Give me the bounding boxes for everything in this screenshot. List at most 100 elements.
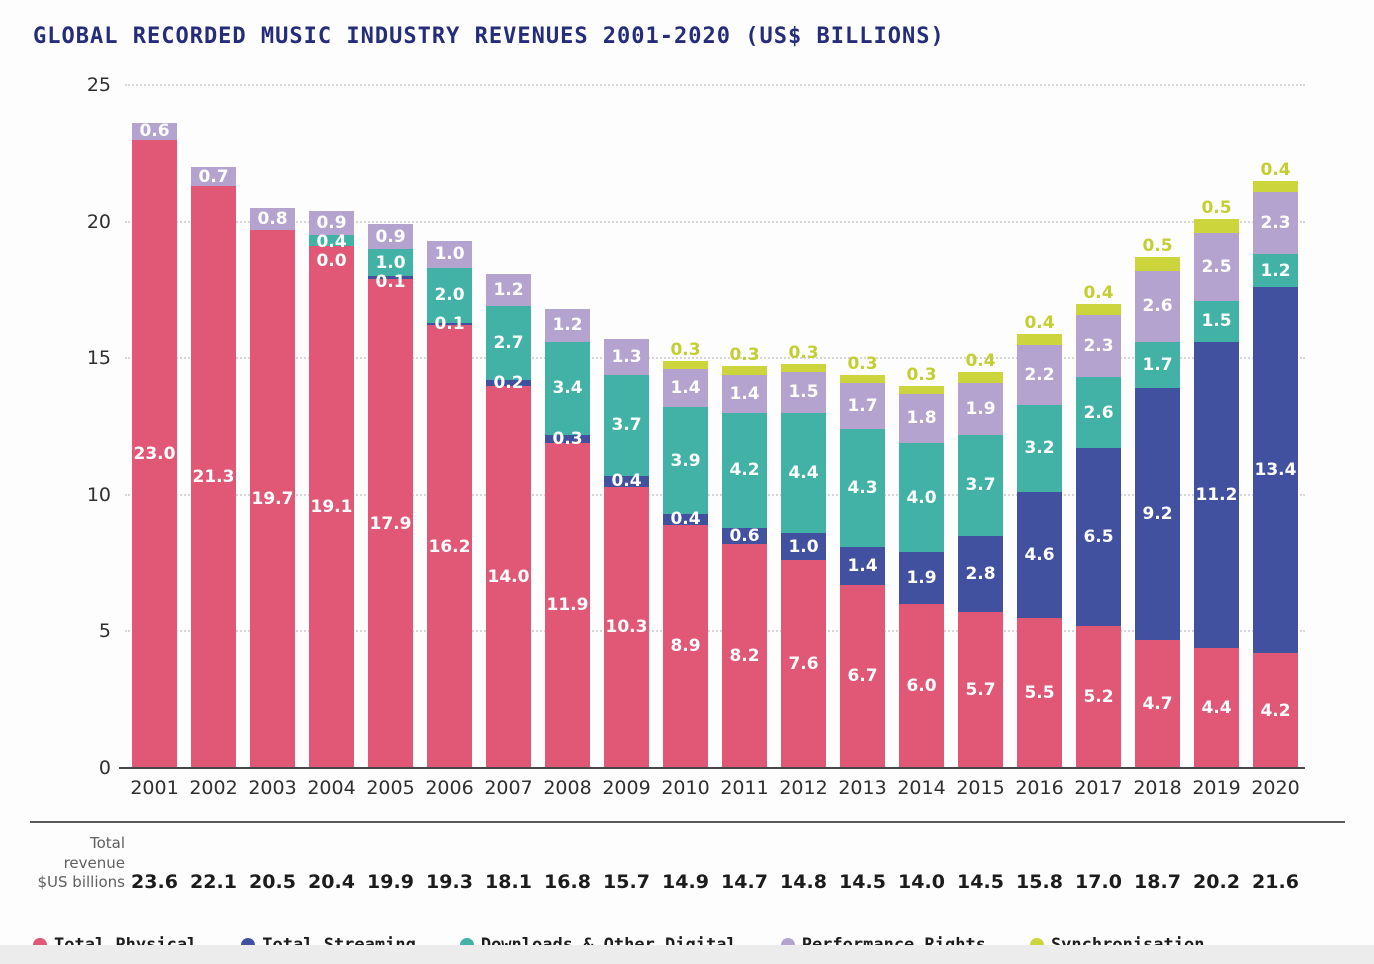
bar-segment <box>427 322 472 326</box>
bar-column: 6.0 1.9 4.0 1.8 0.3 <box>892 85 951 768</box>
bar-column: 6.7 1.4 4.3 1.7 0.3 <box>833 85 892 768</box>
bar-segment <box>1076 625 1121 768</box>
bar-value-label: 0.3 <box>670 339 701 360</box>
gridline <box>125 630 1305 633</box>
bar-column: 11.9 0.3 3.4 1.2 <box>538 85 597 768</box>
y-axis-tick-label: 25 <box>86 74 111 96</box>
bar-segment <box>899 385 944 394</box>
x-axis-year-label: 2008 <box>543 777 592 799</box>
bar-segment <box>958 535 1003 613</box>
y-axis-tick-label: 5 <box>98 620 111 643</box>
bar-segment <box>1194 218 1239 233</box>
total-value-cell: 18.7 <box>1128 831 1187 893</box>
bar: 4.4 11.2 1.5 2.5 0.5 <box>1194 198 1239 768</box>
bar-value-label: 3.4 <box>552 378 583 399</box>
total-value-cell: 23.6 <box>125 831 184 893</box>
bar-value-label: 1.7 <box>1142 355 1173 376</box>
bar-segment <box>840 546 885 585</box>
x-axis-year-label: 2012 <box>779 777 828 799</box>
gridline <box>125 493 1305 496</box>
total-revenue-value: 20.4 <box>308 870 355 893</box>
bar-segment <box>545 341 590 435</box>
bar-segment <box>899 552 944 605</box>
bar-value-label: 0.5 <box>1142 236 1173 257</box>
bar-segment <box>368 276 413 279</box>
bar-value-label: 0.8 <box>257 208 288 229</box>
bar-segment <box>722 412 767 528</box>
x-axis-label-cell: 2011 <box>715 777 774 799</box>
plot-area: 23.0 0.6 21.3 0.7 19.7 0.8 19.1 0.0 0.4 0.9 17.9 0.… <box>125 85 1305 768</box>
bar-value-label: 0.4 <box>1024 312 1055 333</box>
bar-value-label: 1.5 <box>1201 311 1232 332</box>
bar-segment <box>604 486 649 768</box>
x-axis-year-label: 2020 <box>1251 777 1300 799</box>
stacked-bar-chart: 0 5 10 15 20 25 23.0 0.6 21.3 0.7 19.7 0.8 19.1 0.0 0… <box>87 74 1305 779</box>
bar-segment <box>1194 300 1239 342</box>
total-value-cell: 19.9 <box>361 831 420 893</box>
bar: 19.1 0.0 0.4 0.9 <box>309 210 354 768</box>
bar-value-label: 23.0 <box>133 443 176 464</box>
bar-segment <box>781 363 826 372</box>
bar: 6.7 1.4 4.3 1.7 0.3 <box>840 354 885 768</box>
x-axis-label-cell: 2017 <box>1069 777 1128 799</box>
bar-segment <box>250 207 295 230</box>
bar-column: 4.4 11.2 1.5 2.5 0.5 <box>1187 85 1246 768</box>
bar-segment <box>368 278 413 768</box>
bar-segment <box>1017 492 1062 618</box>
bar-value-label: 9.2 <box>1142 503 1173 524</box>
total-value-cell: 20.5 <box>243 831 302 893</box>
bar-value-label: 2.8 <box>965 564 996 585</box>
total-value-cell: 14.8 <box>774 831 833 893</box>
x-axis-year-label: 2013 <box>838 777 887 799</box>
bar: 8.2 0.6 4.2 1.4 0.3 <box>722 345 767 768</box>
bar-segment <box>427 268 472 323</box>
bar-column: 17.9 0.1 1.0 0.9 <box>361 85 420 768</box>
bar-segment <box>1253 191 1298 255</box>
bar-value-label: 0.4 <box>1083 282 1114 303</box>
bar-value-label: 0.9 <box>316 212 347 233</box>
x-axis-year-label: 2015 <box>956 777 1005 799</box>
bar-value-label: 4.4 <box>1201 697 1232 718</box>
x-axis-year-label: 2017 <box>1074 777 1123 799</box>
total-value-cell: 15.8 <box>1010 831 1069 893</box>
bar-value-label: 0.3 <box>847 353 878 374</box>
x-axis-year-label: 2016 <box>1015 777 1064 799</box>
bar-segment <box>250 229 295 768</box>
bar-value-label: 1.4 <box>729 383 760 404</box>
y-axis-tick-label: 0 <box>98 757 111 779</box>
bar-value-label: 7.6 <box>788 654 819 675</box>
bar-segment <box>1135 388 1180 640</box>
bar-segment <box>899 393 944 443</box>
total-value-cell: 22.1 <box>184 831 243 893</box>
bar-segment <box>604 475 649 487</box>
bar-value-label: 4.2 <box>1260 700 1291 721</box>
bar-segment <box>840 429 885 547</box>
x-axis-label-cell: 2013 <box>833 777 892 799</box>
bar-segment <box>840 584 885 768</box>
bar-value-label: 6.0 <box>906 676 937 697</box>
bar-segment <box>545 434 590 443</box>
bar-segment <box>663 369 708 408</box>
total-revenue-value: 23.6 <box>131 870 178 893</box>
total-value-cell: 16.8 <box>538 831 597 893</box>
bar-segment <box>486 380 531 386</box>
y-axis-tick-label: 10 <box>86 483 111 506</box>
x-axis-label-cell: 2015 <box>951 777 1010 799</box>
bar-value-label: 19.1 <box>310 497 353 518</box>
bar-value-label: 10.3 <box>605 617 648 638</box>
bar-segment <box>722 543 767 768</box>
total-revenue-value: 15.8 <box>1016 870 1063 893</box>
bar-segment <box>958 434 1003 536</box>
bar-segment <box>1194 232 1239 301</box>
bar-column: 5.7 2.8 3.7 1.9 0.4 <box>951 85 1010 768</box>
x-axis-year-label: 2010 <box>661 777 710 799</box>
bar-value-label: 1.9 <box>906 568 937 589</box>
total-value-cell: 18.1 <box>479 831 538 893</box>
bar-segment <box>1135 270 1180 342</box>
bar: 4.2 13.4 1.2 2.3 0.4 <box>1253 160 1298 768</box>
bar-value-label: 1.4 <box>847 555 878 576</box>
x-axis-label-cell: 2018 <box>1128 777 1187 799</box>
gridline <box>125 357 1305 360</box>
x-axis-label-cell: 2010 <box>656 777 715 799</box>
